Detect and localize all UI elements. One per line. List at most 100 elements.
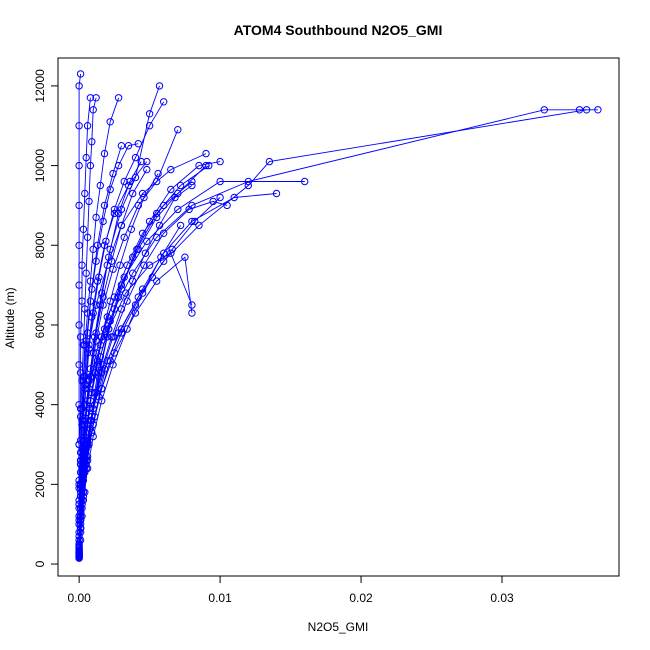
data-point bbox=[100, 201, 109, 210]
data-point bbox=[81, 189, 89, 198]
data-point bbox=[92, 213, 100, 222]
data-point bbox=[109, 169, 117, 178]
data-point bbox=[153, 277, 161, 285]
data-point bbox=[95, 273, 103, 281]
data-point bbox=[106, 357, 114, 365]
data-point bbox=[99, 361, 107, 369]
data-point bbox=[174, 205, 182, 214]
data-point bbox=[106, 118, 114, 126]
data-point bbox=[79, 472, 88, 481]
data-point bbox=[98, 385, 106, 393]
data-point bbox=[99, 217, 107, 226]
data-point bbox=[89, 349, 97, 357]
data-point bbox=[117, 221, 126, 230]
data-point bbox=[168, 245, 176, 254]
data-point bbox=[131, 301, 140, 309]
data-point bbox=[75, 82, 83, 90]
data-point bbox=[123, 297, 131, 305]
y-tick-label: 10000 bbox=[33, 149, 47, 183]
data-point bbox=[76, 70, 85, 78]
data-point bbox=[93, 241, 102, 250]
data-point bbox=[265, 157, 274, 166]
data-point bbox=[85, 197, 93, 206]
data-point bbox=[272, 189, 281, 198]
data-point bbox=[143, 165, 151, 174]
data-point bbox=[116, 261, 124, 269]
data-point bbox=[82, 456, 90, 465]
data-point bbox=[95, 369, 103, 377]
series-profile bbox=[75, 169, 162, 555]
data-point bbox=[92, 337, 100, 345]
data-point bbox=[96, 181, 105, 190]
data-point bbox=[540, 106, 548, 114]
data-point bbox=[75, 321, 83, 329]
data-point bbox=[134, 201, 143, 210]
data-point bbox=[92, 389, 100, 397]
data-point bbox=[75, 552, 83, 560]
data-point bbox=[301, 177, 309, 186]
data-point bbox=[143, 237, 151, 246]
data-point bbox=[140, 193, 148, 202]
data-point bbox=[191, 217, 199, 226]
data-point bbox=[83, 122, 92, 130]
data-point bbox=[195, 161, 203, 170]
data-point bbox=[160, 201, 168, 210]
data-point bbox=[143, 157, 151, 166]
data-point bbox=[83, 233, 92, 242]
data-point bbox=[202, 161, 210, 170]
data-point bbox=[78, 416, 86, 425]
data-point bbox=[185, 205, 193, 214]
data-point bbox=[160, 229, 168, 238]
data-point bbox=[124, 142, 133, 150]
data-point bbox=[96, 301, 105, 309]
data-point bbox=[216, 157, 224, 166]
data-point bbox=[117, 305, 126, 313]
data-point bbox=[127, 225, 136, 234]
data-point bbox=[117, 142, 126, 150]
data-point bbox=[75, 161, 83, 170]
series-line bbox=[78, 165, 210, 548]
data-point bbox=[82, 444, 90, 453]
data-point bbox=[216, 177, 224, 186]
data-point bbox=[205, 161, 213, 170]
data-point bbox=[75, 281, 83, 289]
data-point bbox=[223, 201, 231, 210]
data-point bbox=[244, 181, 253, 190]
plot-frame bbox=[57, 57, 620, 577]
data-point bbox=[131, 153, 140, 162]
x-tick-label: 0.00 bbox=[67, 591, 91, 605]
data-point bbox=[92, 94, 100, 102]
data-point bbox=[92, 301, 100, 309]
data-point bbox=[594, 106, 602, 114]
data-point bbox=[76, 512, 85, 520]
data-point bbox=[100, 149, 109, 158]
data-point bbox=[106, 185, 114, 194]
data-point bbox=[167, 249, 175, 257]
data-point bbox=[122, 289, 130, 297]
data-point bbox=[99, 293, 107, 301]
data-point bbox=[85, 404, 93, 413]
data-point bbox=[75, 201, 83, 210]
data-point bbox=[167, 185, 175, 194]
data-point bbox=[188, 181, 196, 190]
x-tick-label: 0.02 bbox=[349, 591, 373, 605]
x-tick-label: 0.01 bbox=[208, 591, 232, 605]
y-tick-label: 8000 bbox=[33, 232, 47, 259]
data-point bbox=[114, 94, 123, 102]
data-point bbox=[230, 193, 238, 202]
data-point bbox=[176, 181, 185, 190]
data-point bbox=[114, 293, 123, 301]
data-point bbox=[75, 401, 83, 409]
data-point bbox=[148, 273, 157, 281]
data-point bbox=[138, 189, 147, 198]
y-tick-label: 4000 bbox=[33, 391, 47, 418]
data-point bbox=[90, 369, 99, 377]
data-point bbox=[155, 221, 164, 230]
data-point bbox=[76, 404, 85, 413]
data-point bbox=[89, 309, 97, 317]
data-point bbox=[126, 177, 134, 186]
data-point bbox=[88, 285, 96, 293]
data-point bbox=[582, 106, 591, 114]
data-point bbox=[181, 253, 189, 261]
data-point bbox=[88, 138, 96, 146]
